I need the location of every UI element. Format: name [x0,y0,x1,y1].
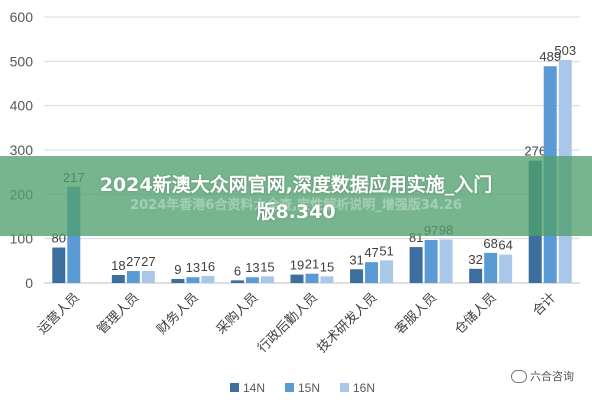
data-label: 19 [290,258,304,273]
data-label: 15 [320,259,334,274]
bar [171,279,185,283]
y-tick-label: 600 [10,9,34,25]
overlay-banner [0,156,592,236]
x-tick-label: 管理人员 [95,290,142,337]
x-tick-label: 行政后勤人员 [255,290,321,356]
data-label: 21 [305,257,319,272]
x-tick-label: 仓储人员 [452,290,499,337]
x-tick-label: 技术研发人员 [314,290,380,356]
bar [260,276,274,283]
banner-subtitle: 2024年香港6合资料大全查,定性解析说明_增强版34.26 [130,198,462,213]
data-label: 31 [349,252,363,267]
data-label: 47 [364,245,378,260]
legend-swatch [285,383,294,392]
legend-label: 14N [243,381,265,395]
wechat-icon [511,369,527,383]
bar [350,269,364,283]
data-label: 64 [498,238,512,253]
bar [380,260,394,283]
legend-label: 15N [298,381,320,395]
watermark-text: 六合咨询 [530,370,574,383]
banner-title-line-2: 版8.340 [256,201,336,223]
bar [230,280,244,283]
bar [126,271,140,283]
data-label: 68 [483,236,497,251]
data-label: 13 [245,260,259,275]
bar [290,274,304,283]
bar [52,247,66,283]
legend-label: 16N [353,381,375,395]
data-label: 51 [379,243,393,258]
y-tick-label: 0 [25,275,33,291]
x-tick-label: 采购人员 [213,290,261,338]
bar [484,252,498,283]
bar [365,262,379,283]
data-label: 9 [174,262,181,277]
x-tick-label: 合计 [530,290,559,319]
data-label: 18 [111,258,125,273]
bar [409,247,423,283]
data-label: 16 [201,259,215,274]
y-tick-label: 500 [10,53,34,69]
banner-title: 2024新澳大众网官网,深度数据应用实施_入门 版8.340 [0,172,592,226]
x-tick-label: 客服人员 [392,290,440,338]
data-label: 489 [539,49,561,64]
data-label: 503 [554,43,576,58]
bar [186,277,200,283]
bar [499,254,513,283]
data-label: 27 [141,254,155,269]
watermark: 六合咨询 [511,368,574,384]
legend-swatch [340,383,349,392]
data-label: 276 [524,144,546,159]
data-label: 13 [186,260,200,275]
bar [424,239,438,283]
bar [111,275,125,283]
bar [245,277,259,283]
bar [201,275,215,283]
data-label: 27 [126,254,140,269]
bar [305,273,319,283]
x-tick-label: 运营人员 [35,290,82,337]
legend-swatch [230,383,239,392]
bar [320,276,334,283]
data-label: 15 [260,259,274,274]
y-tick-label: 400 [10,98,34,114]
data-label: 6 [234,263,241,278]
x-tick-label: 财务人员 [154,290,202,338]
data-label: 32 [468,252,482,267]
y-tick-label: 300 [10,142,34,158]
banner-title-line-1: 2024新澳大众网官网,深度数据应用实施_入门 [99,174,493,196]
bar [439,239,453,283]
bar [141,271,155,283]
bar [469,268,483,283]
